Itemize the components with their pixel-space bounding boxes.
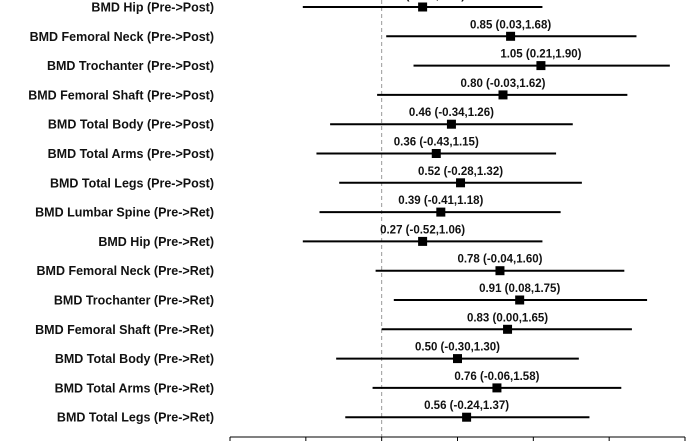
- estimate-label: 0.50 (-0.30,1.30): [415, 342, 500, 354]
- forest-row: BMD Femoral Neck (Pre->Post) 0.85 (0.03,1…: [30, 19, 637, 44]
- point-estimate: [456, 178, 466, 188]
- estimate-label: 0.27 (-0.52,1.06): [380, 0, 465, 2]
- estimate-label: 0.91 (0.08,1.75): [479, 283, 560, 295]
- forest-row: BMD Hip (Pre->Ret) 0.27 (-0.52,1.06): [98, 224, 543, 249]
- forest-row: BMD Total Arms (Pre->Post) 0.36 (-0.43,1.…: [48, 137, 557, 161]
- forest-row: BMD Femoral Shaft (Pre->Post) 0.80 (-0.03…: [28, 78, 628, 102]
- x-axis: [229, 436, 686, 441]
- rows-layer: BMD Hip (Pre->Post)0.27 (-0.52,1.06)BMD …: [28, 0, 670, 425]
- forest-row: BMD Trochanter (Pre->Post) 1.05 (0.21,1.9…: [47, 49, 670, 73]
- point-estimate: [431, 149, 441, 158]
- point-estimate: [498, 90, 508, 100]
- point-estimate: [492, 383, 502, 393]
- point-estimate: [418, 2, 428, 12]
- estimate-label: 0.83 (0.00,1.65): [467, 312, 548, 324]
- row-label: BMD Total Body (Pre->Post): [48, 118, 214, 132]
- row-label: BMD Femoral Shaft (Pre->Ret): [35, 323, 214, 337]
- point-estimate: [506, 31, 516, 41]
- point-estimate: [515, 295, 525, 305]
- estimate-label: 0.85 (0.03,1.68): [470, 19, 551, 31]
- point-estimate: [453, 354, 462, 364]
- point-estimate: [503, 324, 513, 334]
- row-label: BMD Total Body (Pre->Ret): [55, 352, 214, 366]
- row-label: BMD Total Legs (Pre->Ret): [57, 411, 214, 425]
- estimate-label: 0.46 (-0.34,1.26): [409, 107, 494, 119]
- row-label: BMD Femoral Shaft (Pre->Post): [28, 88, 214, 102]
- forest-row: BMD Total Body (Pre->Post) 0.46 (-0.34,1.…: [48, 107, 573, 132]
- forest-row: BMD Total Legs (Pre->Post) 0.52 (-0.28,1.…: [50, 166, 582, 190]
- point-estimate: [418, 236, 428, 246]
- forest-row: BMD Total Arms (Pre->Ret) 0.76 (-0.06,1.5…: [55, 371, 622, 395]
- estimate-label: 0.80 (-0.03,1.62): [460, 78, 545, 90]
- estimate-label: 0.56 (-0.24,1.37): [424, 400, 509, 412]
- point-estimate: [436, 207, 446, 217]
- estimate-label: 0.78 (-0.04,1.60): [457, 254, 542, 266]
- point-estimate: [446, 119, 456, 129]
- estimate-label: 0.27 (-0.52,1.06): [380, 224, 465, 236]
- forest-row: BMD Hip (Pre->Post) 0.27 (-0.52,1.06): [91, 0, 543, 15]
- estimate-label: 0.52 (-0.28,1.32): [418, 166, 503, 178]
- row-label: BMD Trochanter (Pre->Post): [47, 59, 214, 73]
- forest-row: BMD Lumbar Spine (Pre->Ret) 0.39 (-0.41,1…: [35, 195, 561, 220]
- row-label: BMD Total Legs (Pre->Post): [50, 176, 214, 190]
- forest-row: BMD Femoral Neck (Pre->Ret) 0.78 (-0.04,1…: [37, 254, 625, 278]
- row-label: BMD Hip (Pre->Post): [91, 1, 214, 15]
- row-label: BMD Femoral Neck (Pre->Ret): [37, 264, 214, 278]
- row-label: BMD Femoral Neck (Pre->Post): [30, 30, 214, 44]
- forest-row: BMD Total Body (Pre->Ret) 0.50 (-0.30,1.3…: [55, 342, 579, 366]
- row-label: BMD Total Arms (Pre->Ret): [55, 381, 214, 395]
- estimate-label: 0.39 (-0.41,1.18): [398, 195, 483, 207]
- point-estimate: [462, 412, 472, 422]
- forest-row: BMD Total Legs (Pre->Ret) 0.56 (-0.24,1.3…: [57, 400, 590, 425]
- forest-row: BMD Trochanter (Pre->Ret) 0.91 (0.08,1.75…: [54, 283, 648, 308]
- row-label: BMD Total Arms (Pre->Post): [48, 147, 214, 161]
- estimate-label: 0.76 (-0.06,1.58): [454, 371, 539, 383]
- estimate-label: 0.36 (-0.43,1.15): [394, 137, 479, 149]
- row-label: BMD Hip (Pre->Ret): [98, 235, 214, 249]
- estimate-label: 1.05 (0.21,1.90): [500, 49, 581, 61]
- row-label: BMD Trochanter (Pre->Ret): [54, 294, 214, 308]
- point-estimate: [536, 61, 546, 71]
- point-estimate: [495, 266, 505, 276]
- forest-row: BMD Femoral Shaft (Pre->Ret) 0.83 (0.00,1…: [35, 312, 632, 337]
- row-label: BMD Lumbar Spine (Pre->Ret): [35, 206, 214, 220]
